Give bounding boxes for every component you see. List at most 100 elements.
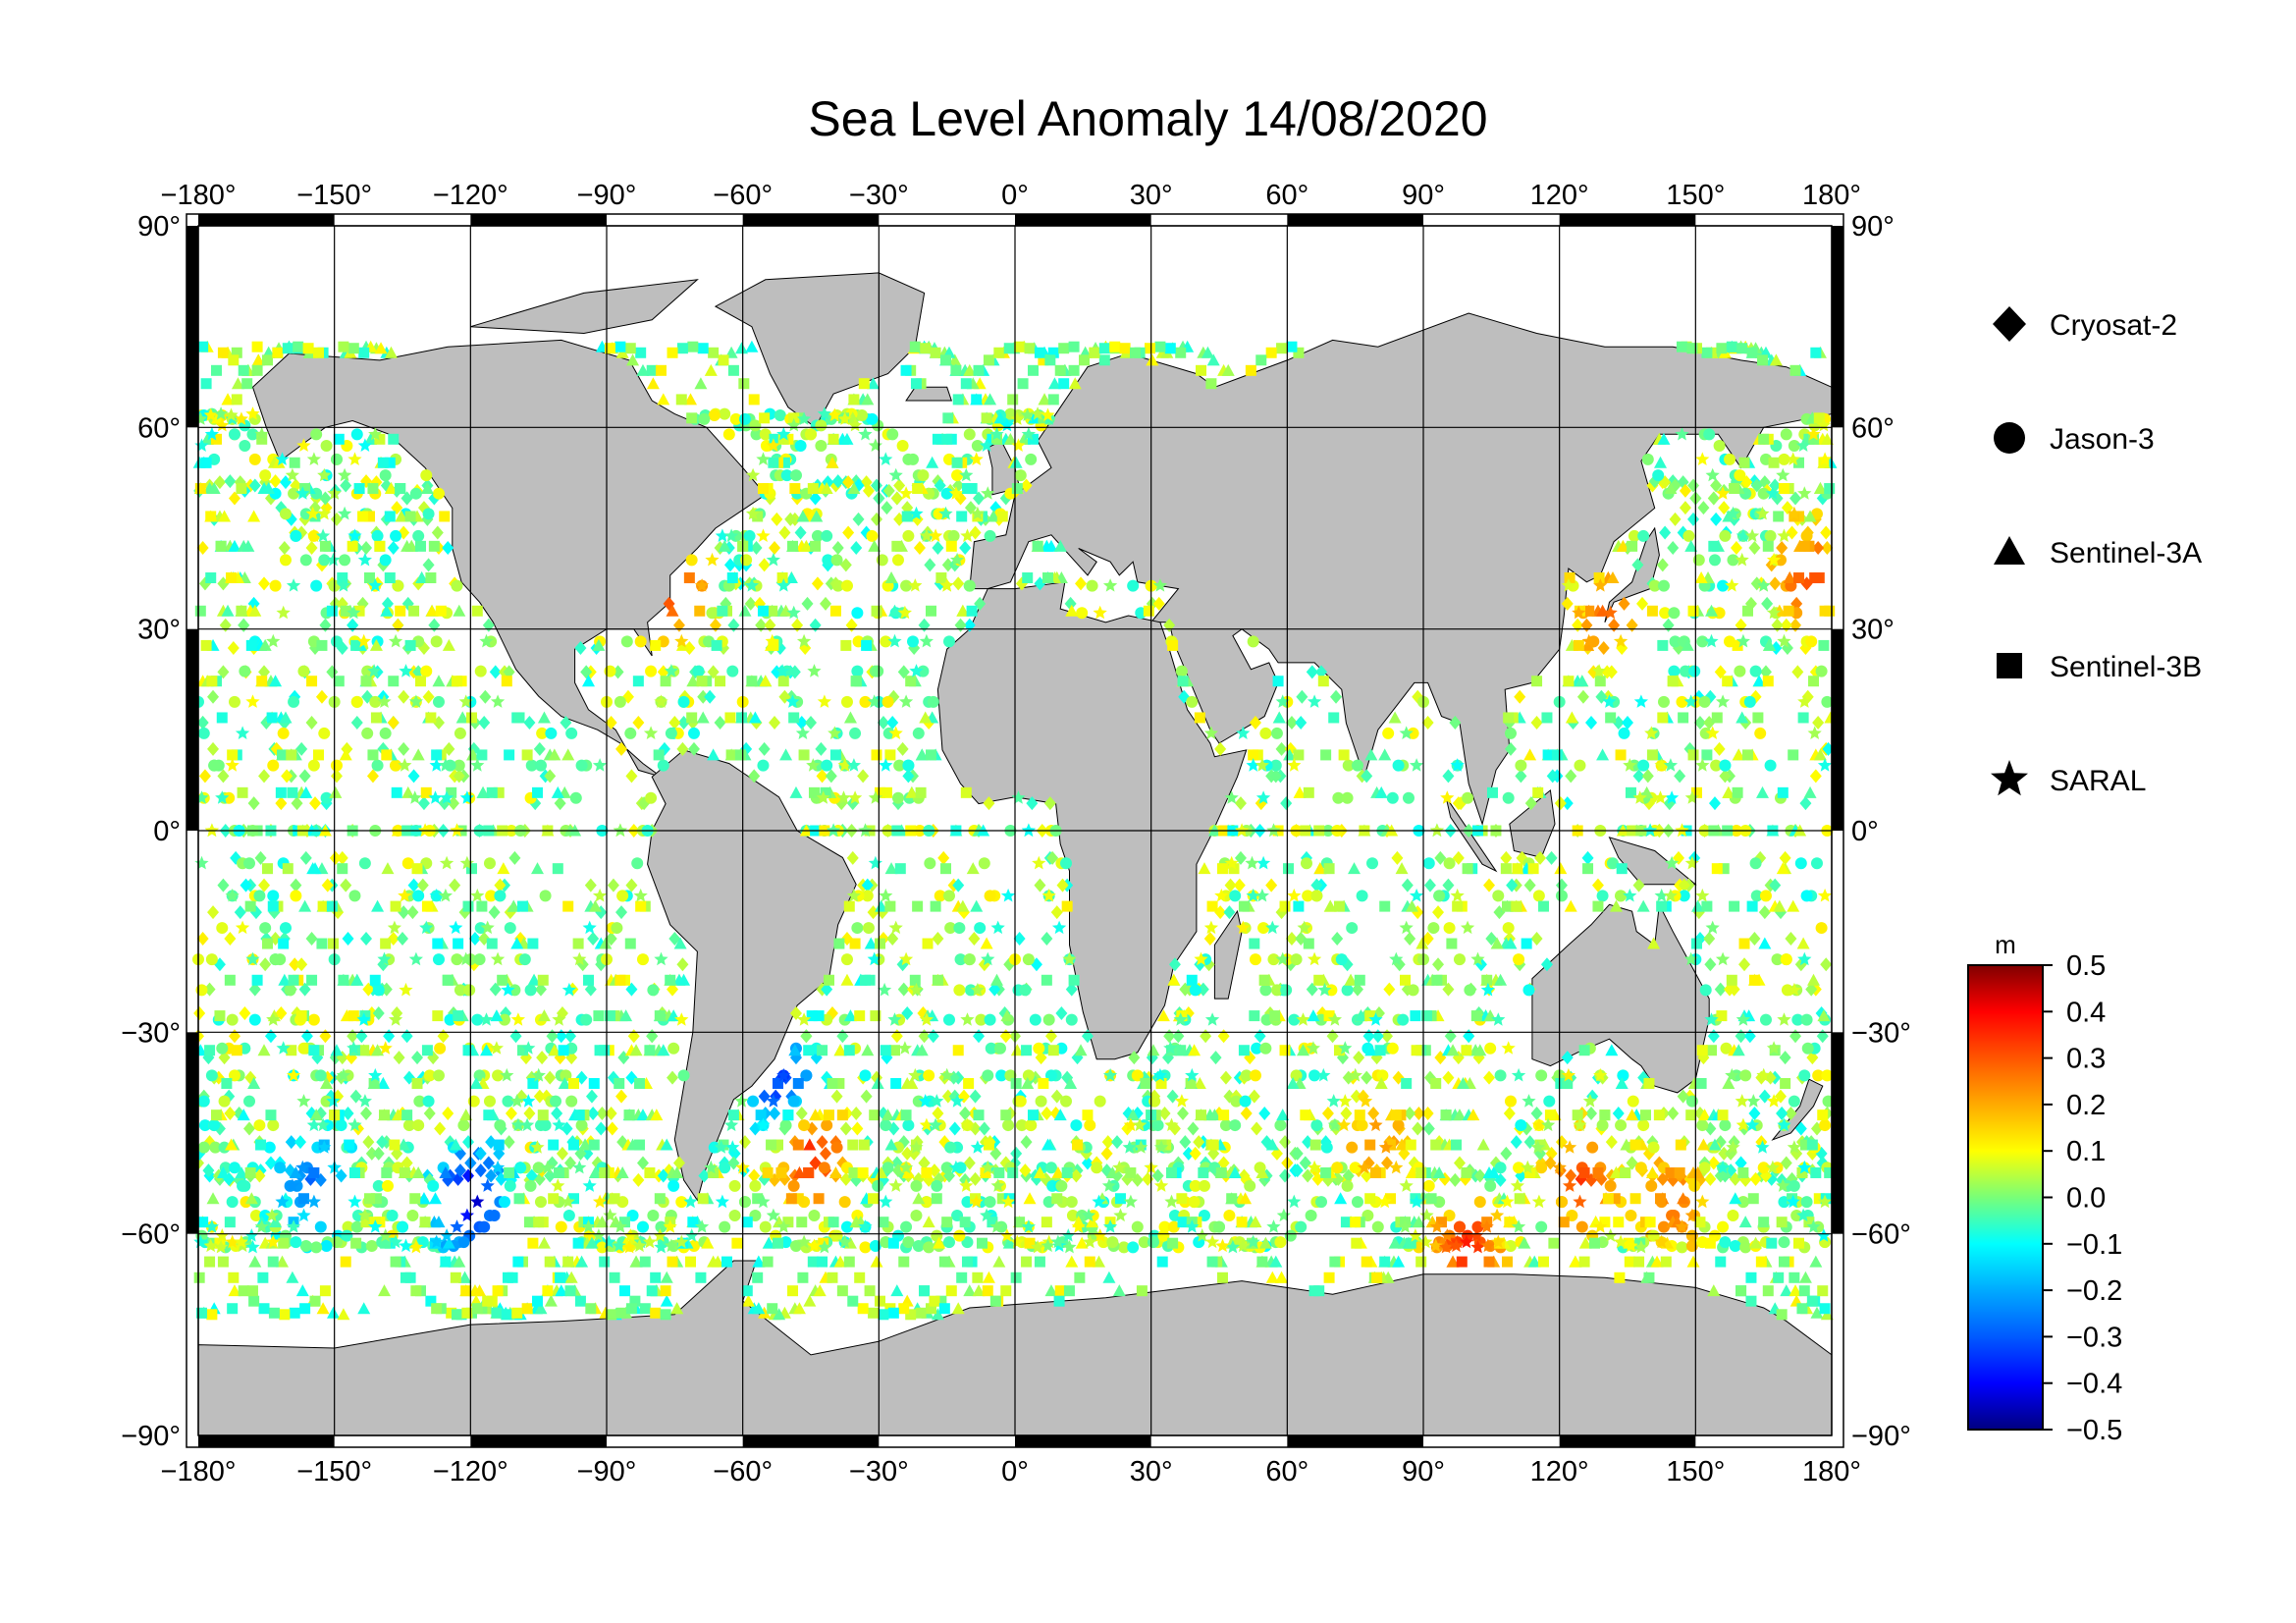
square-point	[996, 511, 1008, 522]
square-point	[1646, 749, 1658, 761]
diamond-point	[1434, 850, 1447, 865]
triangle-point	[1758, 937, 1772, 949]
diamond-point	[1576, 689, 1589, 704]
square-point	[1323, 1010, 1335, 1022]
triangle-point	[870, 1255, 883, 1268]
triangle-point	[1803, 510, 1817, 522]
diamond-point	[1381, 1156, 1394, 1170]
triangle-point	[884, 1138, 898, 1151]
diamond-point	[234, 905, 246, 920]
triangle-point	[660, 1271, 673, 1283]
square-point	[255, 1139, 267, 1151]
square-point	[796, 1217, 808, 1228]
diamond-point	[1442, 982, 1455, 997]
triangle-point	[1047, 377, 1061, 390]
circle-point	[759, 1220, 772, 1233]
circle-point	[379, 554, 392, 567]
circle-point	[1471, 1220, 1484, 1233]
triangle-point	[1776, 862, 1789, 875]
square-point	[1010, 1271, 1022, 1283]
square-point	[1068, 364, 1080, 376]
square-point	[236, 483, 247, 495]
circle-point	[1647, 1141, 1660, 1154]
triangle-point	[982, 1271, 995, 1283]
diamond-point	[248, 478, 261, 493]
square-point	[414, 540, 426, 552]
square-point	[338, 974, 349, 986]
circle-point	[297, 665, 310, 677]
diamond-point	[239, 1005, 251, 1020]
square-point	[1293, 347, 1305, 358]
triangle-point	[575, 1255, 589, 1268]
circle-point	[1515, 1119, 1527, 1132]
circle-point	[747, 1095, 760, 1108]
diamond-point	[462, 1168, 475, 1183]
diamond-point	[852, 512, 865, 526]
triangle-point	[299, 785, 313, 798]
circle-point	[197, 727, 210, 739]
triangle-point	[548, 748, 561, 761]
square-point	[289, 1307, 300, 1319]
diamond-point	[1020, 1135, 1033, 1150]
triangle-point	[868, 539, 881, 552]
square-point	[1486, 786, 1498, 798]
diamond-point	[969, 1171, 982, 1186]
triangle-point	[1467, 1109, 1480, 1121]
square-point	[1582, 863, 1594, 875]
triangle-point	[738, 604, 752, 617]
circle-point	[427, 1179, 440, 1192]
square-point	[1198, 1166, 1209, 1178]
diamond-point	[1187, 1121, 1200, 1136]
circle-point	[729, 412, 742, 425]
diamond-point	[1315, 665, 1327, 679]
square-point	[1431, 974, 1443, 986]
circle-point	[1778, 1236, 1790, 1249]
square-point	[890, 1077, 902, 1089]
square-point	[384, 572, 396, 584]
circle-point	[249, 1210, 262, 1222]
diamond-point	[1678, 878, 1690, 893]
circle-point	[1158, 1220, 1171, 1233]
diamond-point	[1449, 716, 1462, 730]
square-point	[1792, 457, 1804, 468]
circle-point	[494, 1119, 507, 1132]
circle-point	[1805, 635, 1818, 648]
diamond-point	[1055, 1005, 1068, 1020]
triangle-point	[888, 604, 902, 617]
circle-point	[902, 1236, 915, 1249]
square-point	[401, 1109, 413, 1121]
diamond-point	[1361, 1070, 1373, 1085]
circle-point	[951, 469, 964, 482]
diamond-point	[959, 541, 972, 556]
square-point	[1633, 1256, 1645, 1268]
diamond-point	[431, 525, 444, 540]
square-point	[1320, 749, 1332, 761]
circle-point	[1302, 890, 1314, 902]
triangle-point	[1188, 1044, 1201, 1056]
diamond-point	[707, 665, 720, 679]
square-point	[521, 749, 533, 761]
triangle-point	[378, 1284, 392, 1297]
diamond-point	[1070, 1168, 1083, 1183]
square-point	[367, 483, 379, 495]
diamond-point	[794, 525, 807, 540]
square-point	[1777, 786, 1789, 798]
diamond-point	[1585, 716, 1598, 730]
circle-point	[1800, 1013, 1813, 1026]
square-point	[639, 1256, 651, 1268]
circle-point	[320, 439, 333, 452]
circle-point	[1543, 1095, 1556, 1108]
diamond-point	[1233, 878, 1246, 893]
diamond-point	[1714, 665, 1727, 679]
circle-point	[536, 727, 549, 739]
circle-point	[1615, 1119, 1628, 1132]
square-point	[1817, 1285, 1829, 1297]
diamond-point	[769, 541, 781, 556]
circle-point	[1717, 1220, 1730, 1233]
triangle-point	[1606, 571, 1620, 584]
circle-point	[789, 1240, 802, 1253]
diamond-point	[1421, 1106, 1434, 1120]
square-point	[357, 511, 369, 522]
triangle-point	[1201, 346, 1214, 358]
circle-point	[1757, 487, 1770, 500]
